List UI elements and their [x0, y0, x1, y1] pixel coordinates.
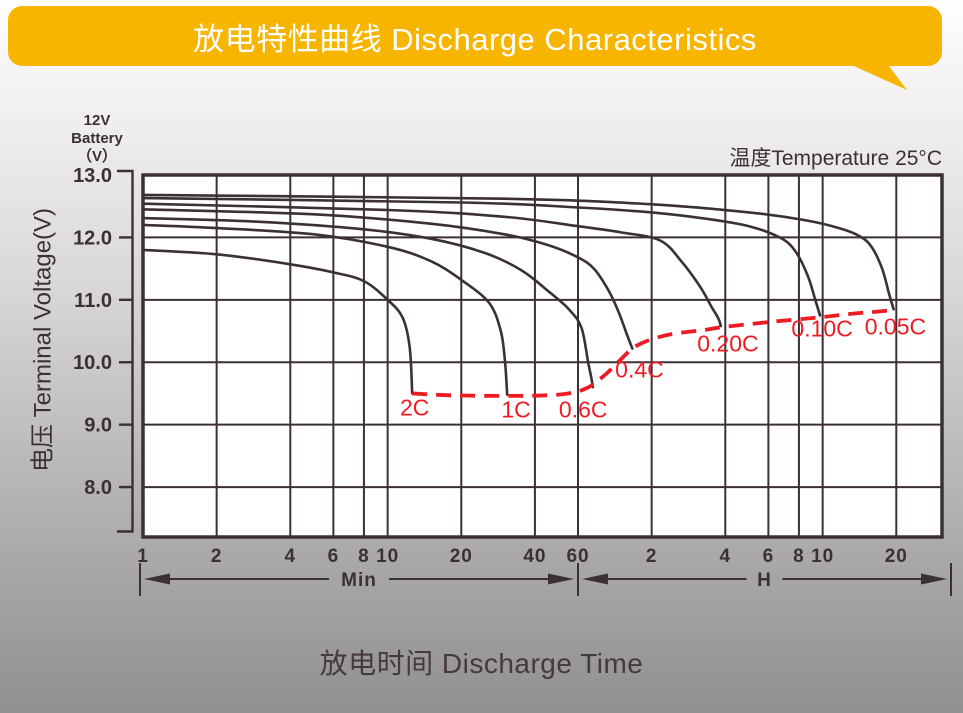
right-arrowhead	[548, 573, 575, 585]
x-tick-label: 60	[566, 546, 589, 567]
eod-dashed-line	[412, 307, 894, 398]
y-tick-label: 10.0	[73, 352, 112, 374]
y-tick-label: 13.0	[73, 165, 112, 187]
battery-line2: Battery	[71, 130, 123, 147]
x-tick-label: 1	[137, 546, 149, 567]
battery-line1: 12V	[83, 112, 111, 129]
x-tick-label: 8	[793, 546, 805, 567]
x-axis-title: 放电时间 Discharge Time	[319, 648, 644, 679]
plot-area	[143, 175, 942, 537]
rate-label-0.6C: 0.6C	[559, 397, 608, 423]
rate-label-0.4C: 0.4C	[615, 357, 664, 383]
rate-label-0.1C: 0.10C	[791, 315, 852, 341]
curve-0.6C	[141, 216, 595, 389]
left-arrowhead	[144, 573, 170, 585]
x-tick-label: 4	[720, 546, 732, 567]
battery-type-label: 12V Battery （V）	[57, 112, 137, 166]
right-arrowhead	[921, 573, 947, 585]
battery-line3: （V）	[76, 148, 117, 165]
rate-label-2C: 2C	[400, 395, 429, 421]
curve-0.2C	[141, 202, 723, 328]
x-tick-label: 2	[646, 546, 658, 567]
x-tick-label: 20	[450, 546, 473, 567]
y-tick-label: 9.0	[84, 415, 112, 437]
curve-0.4C	[141, 208, 634, 350]
curve-1C	[141, 223, 509, 396]
x-tick-label: 10	[811, 546, 834, 567]
x-tick-label: 40	[523, 546, 546, 567]
x-tick-label: 6	[763, 546, 775, 567]
y-tick-label: 8.0	[84, 477, 112, 499]
y-tick-label: 11.0	[74, 290, 112, 312]
x-tick-label: 6	[328, 546, 340, 567]
y-tick-label: 12.0	[73, 227, 112, 249]
y-axis-title: 电压 Terminal Voltage(V)	[29, 207, 57, 473]
temperature-label: 温度Temperature 25°C	[729, 147, 942, 170]
rate-label-0.05C: 0.05C	[865, 314, 926, 340]
curve-0.1C	[141, 196, 822, 317]
rate-label-0.2C: 0.20C	[697, 330, 758, 356]
y-axis-bracket	[117, 169, 134, 533]
page-title: 放电特性曲线 Discharge Characteristics	[193, 21, 757, 57]
x-tick-label: 8	[358, 546, 370, 567]
plot-border	[141, 173, 944, 539]
span-label-Min: Min	[341, 570, 377, 591]
title-banner: 放电特性曲线 Discharge Characteristics	[8, 6, 942, 66]
curve-0.05C	[141, 193, 895, 311]
x-tick-label: 10	[376, 546, 399, 567]
x-tick-label: 2	[211, 546, 223, 567]
x-tick-label: 4	[285, 546, 297, 567]
x-tick-label: 20	[885, 546, 908, 567]
span-label-H: H	[757, 570, 772, 591]
curve-2C	[141, 248, 414, 395]
left-arrowhead	[582, 573, 609, 585]
rate-label-1C: 1C	[501, 397, 530, 423]
